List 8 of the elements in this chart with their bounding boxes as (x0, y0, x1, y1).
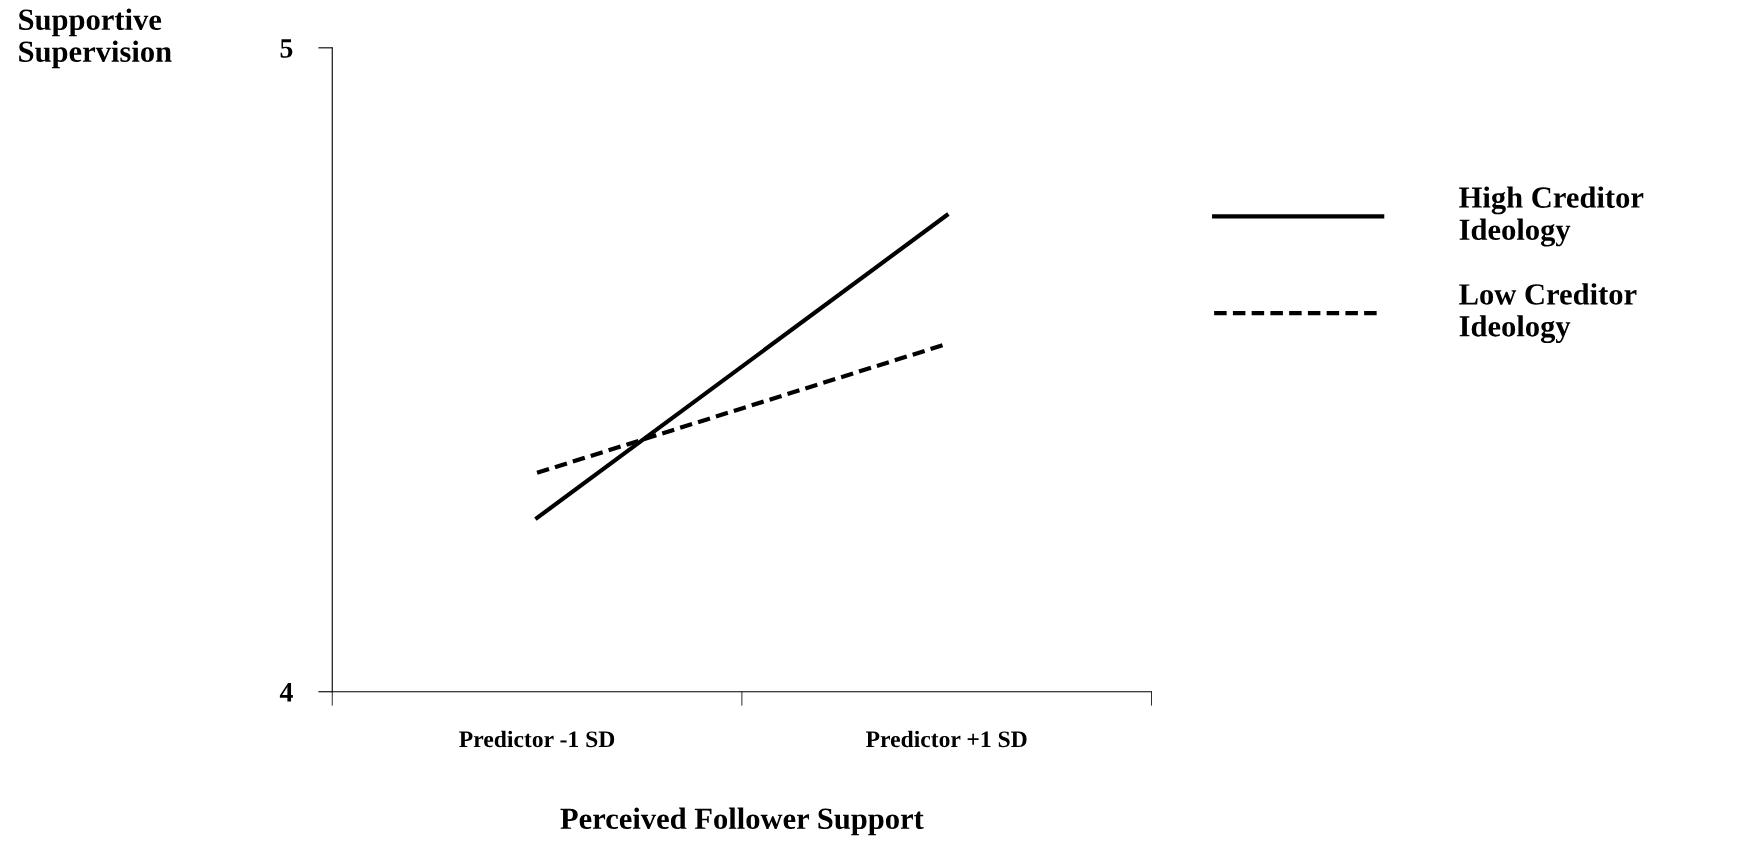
x-tick-label: Predictor +1 SD (866, 730, 1027, 748)
y-tick-label: 5 (280, 39, 293, 58)
y-axis-title: Supportive Supervision (19, 8, 172, 69)
text: Low Creditor Ideology (1459, 283, 1637, 344)
x-axis-title: Perceived Follower Support (560, 807, 924, 836)
text: High Creditor Ideology (1459, 186, 1644, 247)
y-tick-label: 4 (279, 683, 293, 702)
x-tick-label: Predictor -1 SD (459, 730, 615, 748)
